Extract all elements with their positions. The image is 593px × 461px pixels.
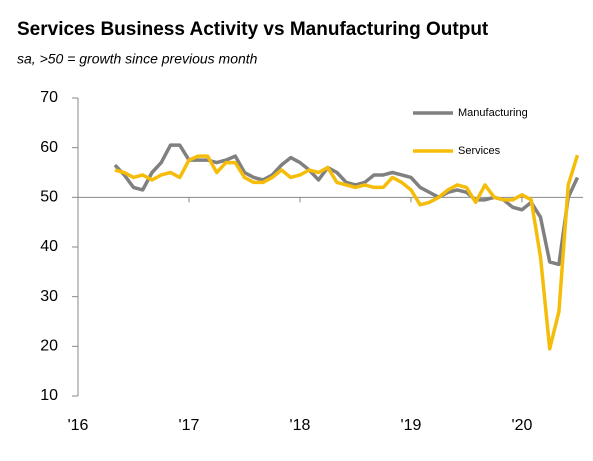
y-tick-label: 30 bbox=[40, 288, 58, 305]
x-tick-label: '16 bbox=[68, 417, 89, 434]
legend-label: Services bbox=[458, 145, 501, 157]
x-tick-label: '20 bbox=[512, 417, 533, 434]
y-tick-label: 70 bbox=[40, 89, 58, 106]
y-tick-label: 50 bbox=[40, 189, 58, 206]
series-line bbox=[113, 143, 580, 267]
y-tick-label: 10 bbox=[40, 387, 58, 404]
y-tick-label: 60 bbox=[40, 139, 58, 156]
legend-label: Manufacturing bbox=[458, 107, 528, 119]
x-tick-label: '19 bbox=[401, 417, 422, 434]
y-tick-label: 20 bbox=[40, 338, 58, 355]
y-tick-label: 40 bbox=[40, 238, 58, 255]
chart-subtitle: sa, >50 = growth since previous month bbox=[17, 51, 258, 67]
series-line bbox=[114, 154, 580, 351]
x-tick-label: '18 bbox=[290, 417, 311, 434]
chart-title: Services Business Activity vs Manufactur… bbox=[17, 19, 489, 40]
x-tick-label: '17 bbox=[179, 417, 200, 434]
